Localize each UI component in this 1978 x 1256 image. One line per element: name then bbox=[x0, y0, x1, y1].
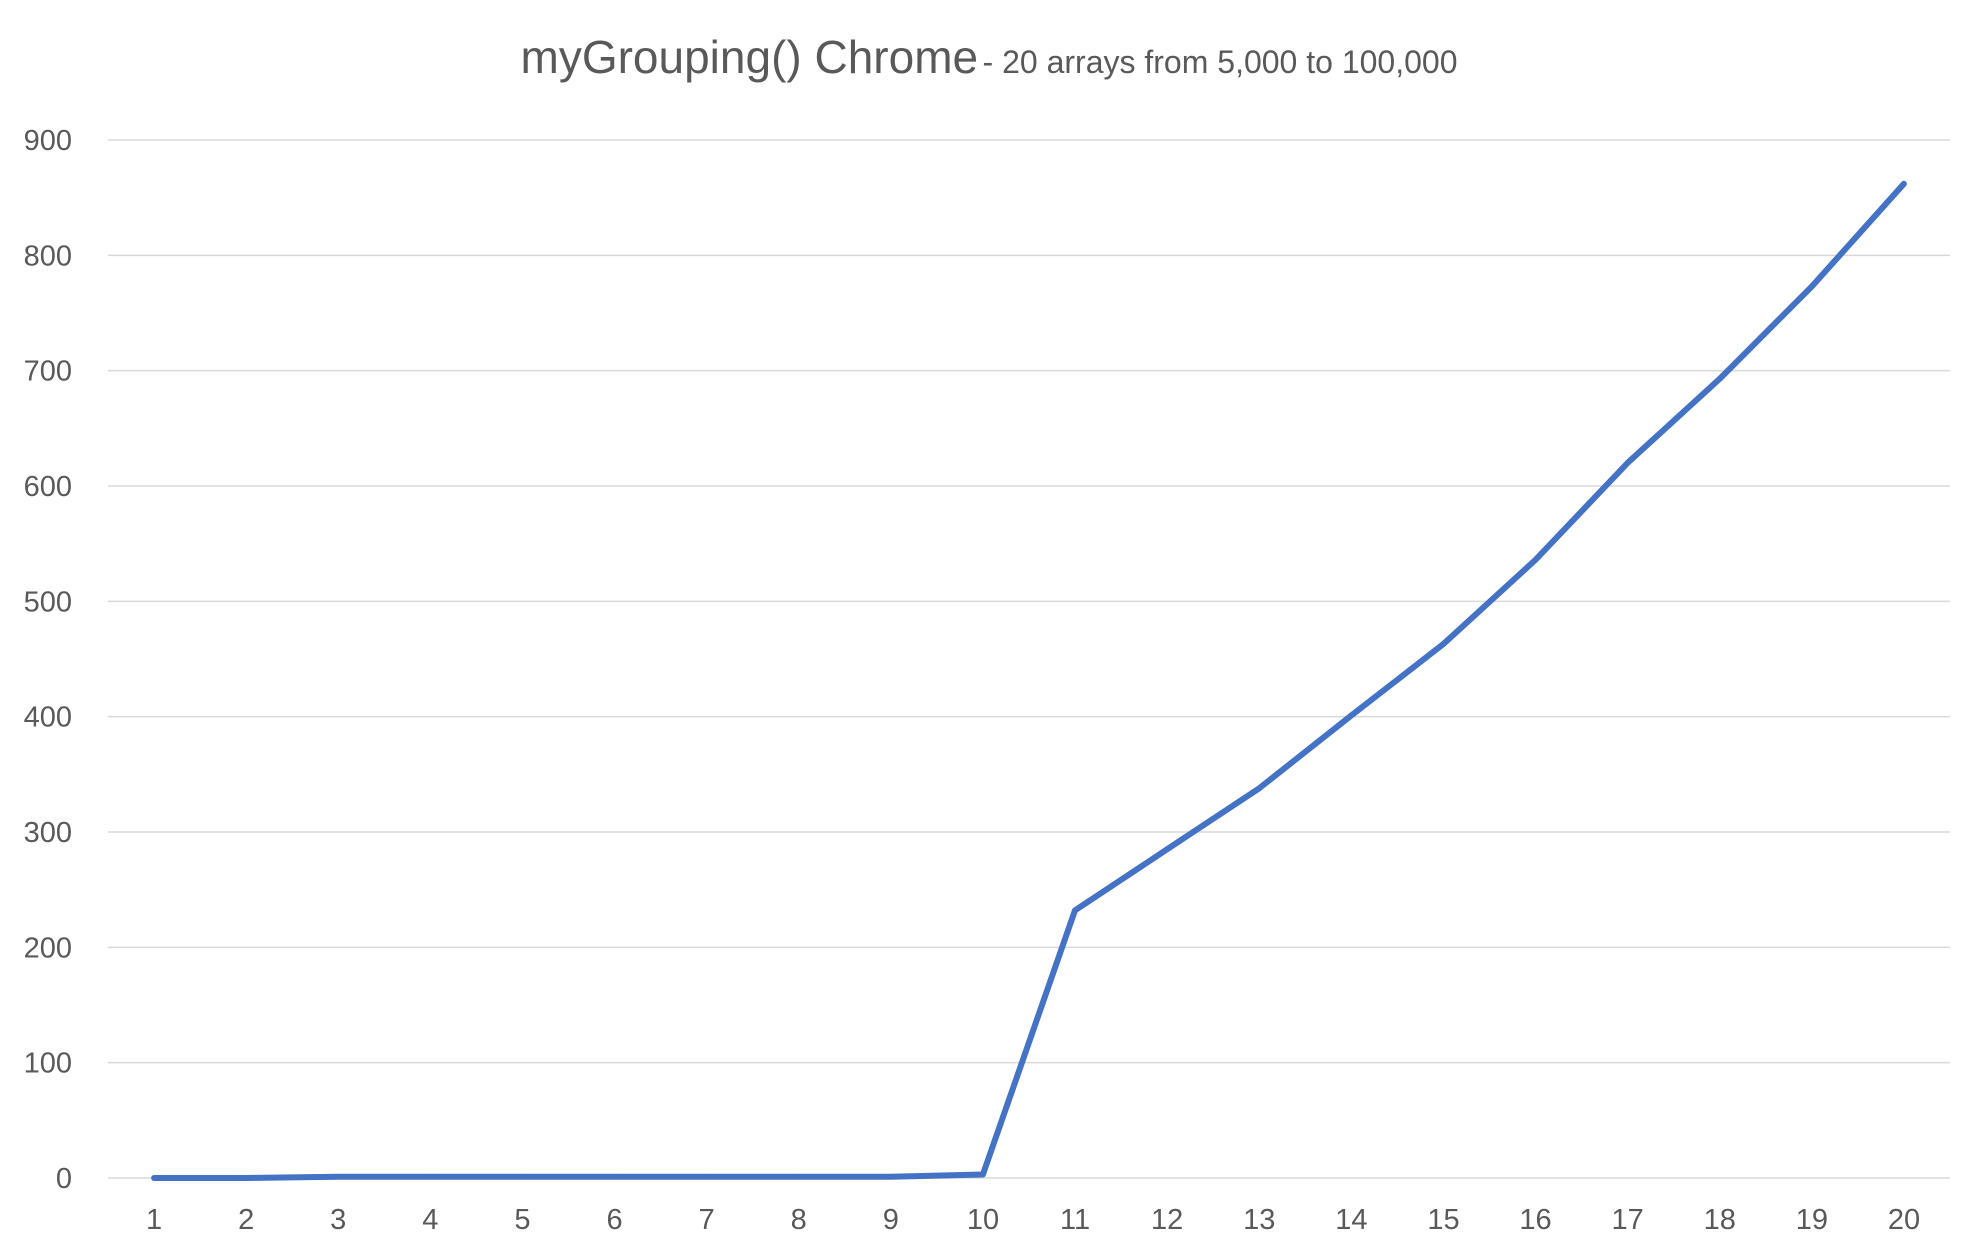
x-tick-label: 5 bbox=[514, 1204, 530, 1236]
data-point bbox=[980, 1172, 986, 1178]
data-point bbox=[519, 1174, 525, 1180]
x-tick-label: 12 bbox=[1151, 1204, 1183, 1236]
data-point bbox=[1164, 846, 1170, 852]
x-tick-label: 3 bbox=[330, 1204, 346, 1236]
data-point bbox=[427, 1174, 433, 1180]
data-point bbox=[1625, 460, 1631, 466]
x-tick-label: 2 bbox=[238, 1204, 254, 1236]
x-tick-label: 18 bbox=[1704, 1204, 1736, 1236]
data-point bbox=[1440, 641, 1446, 647]
y-tick-label: 900 bbox=[24, 125, 72, 157]
y-tick-label: 700 bbox=[24, 356, 72, 388]
x-axis-tick-labels: 1 2 3 4 5 6 7 8 9 10 11 12 13 14 15 16 17 18 19 20 bbox=[146, 1204, 1920, 1236]
data-point bbox=[1533, 557, 1539, 563]
y-tick-label: 300 bbox=[24, 817, 72, 849]
x-tick-label: 16 bbox=[1519, 1204, 1551, 1236]
y-axis-tick-labels: 0 100 200 300 400 500 600 700 800 900 bbox=[24, 125, 72, 1195]
y-tick-label: 200 bbox=[24, 932, 72, 964]
y-tick-label: 600 bbox=[24, 471, 72, 503]
x-tick-label: 11 bbox=[1060, 1204, 1090, 1236]
data-point bbox=[796, 1174, 802, 1180]
y-tick-label: 0 bbox=[56, 1163, 72, 1195]
data-point bbox=[1348, 713, 1354, 719]
series-line bbox=[151, 180, 1907, 1181]
gridlines bbox=[108, 139, 1950, 1179]
data-point bbox=[151, 1175, 157, 1181]
x-tick-label: 4 bbox=[422, 1204, 438, 1236]
data-point bbox=[612, 1174, 618, 1180]
x-tick-label: 6 bbox=[606, 1204, 622, 1236]
x-tick-label: 20 bbox=[1888, 1204, 1920, 1236]
data-point bbox=[888, 1174, 894, 1180]
x-tick-label: 17 bbox=[1612, 1204, 1644, 1236]
x-tick-label: 8 bbox=[791, 1204, 807, 1236]
x-tick-label: 9 bbox=[883, 1204, 899, 1236]
data-point bbox=[1901, 181, 1907, 187]
x-tick-label: 13 bbox=[1243, 1204, 1275, 1236]
data-point bbox=[1717, 376, 1723, 382]
data-point bbox=[335, 1174, 341, 1180]
x-tick-label: 19 bbox=[1796, 1204, 1828, 1236]
series-layer bbox=[151, 180, 1907, 1181]
data-point bbox=[704, 1174, 710, 1180]
data-point bbox=[1072, 907, 1078, 913]
x-tick-label: 1 bbox=[146, 1204, 162, 1236]
y-tick-label: 400 bbox=[24, 702, 72, 734]
data-point bbox=[1256, 785, 1262, 791]
data-point bbox=[243, 1175, 249, 1181]
data-point bbox=[1809, 283, 1815, 289]
x-tick-label: 7 bbox=[699, 1204, 715, 1236]
y-tick-label: 100 bbox=[24, 1048, 72, 1080]
x-tick-label: 14 bbox=[1335, 1204, 1367, 1236]
x-tick-label: 10 bbox=[967, 1204, 999, 1236]
x-tick-label: 15 bbox=[1427, 1204, 1459, 1236]
y-tick-label: 500 bbox=[24, 586, 72, 618]
y-tick-label: 800 bbox=[24, 240, 72, 272]
chart-title-main: myGrouping() Chrome bbox=[520, 31, 979, 83]
chart-subtitle: - 20 arrays from 5,000 to 100,000 bbox=[982, 44, 1458, 80]
chart-title: myGrouping() Chrome - 20 arrays from 5,0… bbox=[0, 30, 1978, 84]
